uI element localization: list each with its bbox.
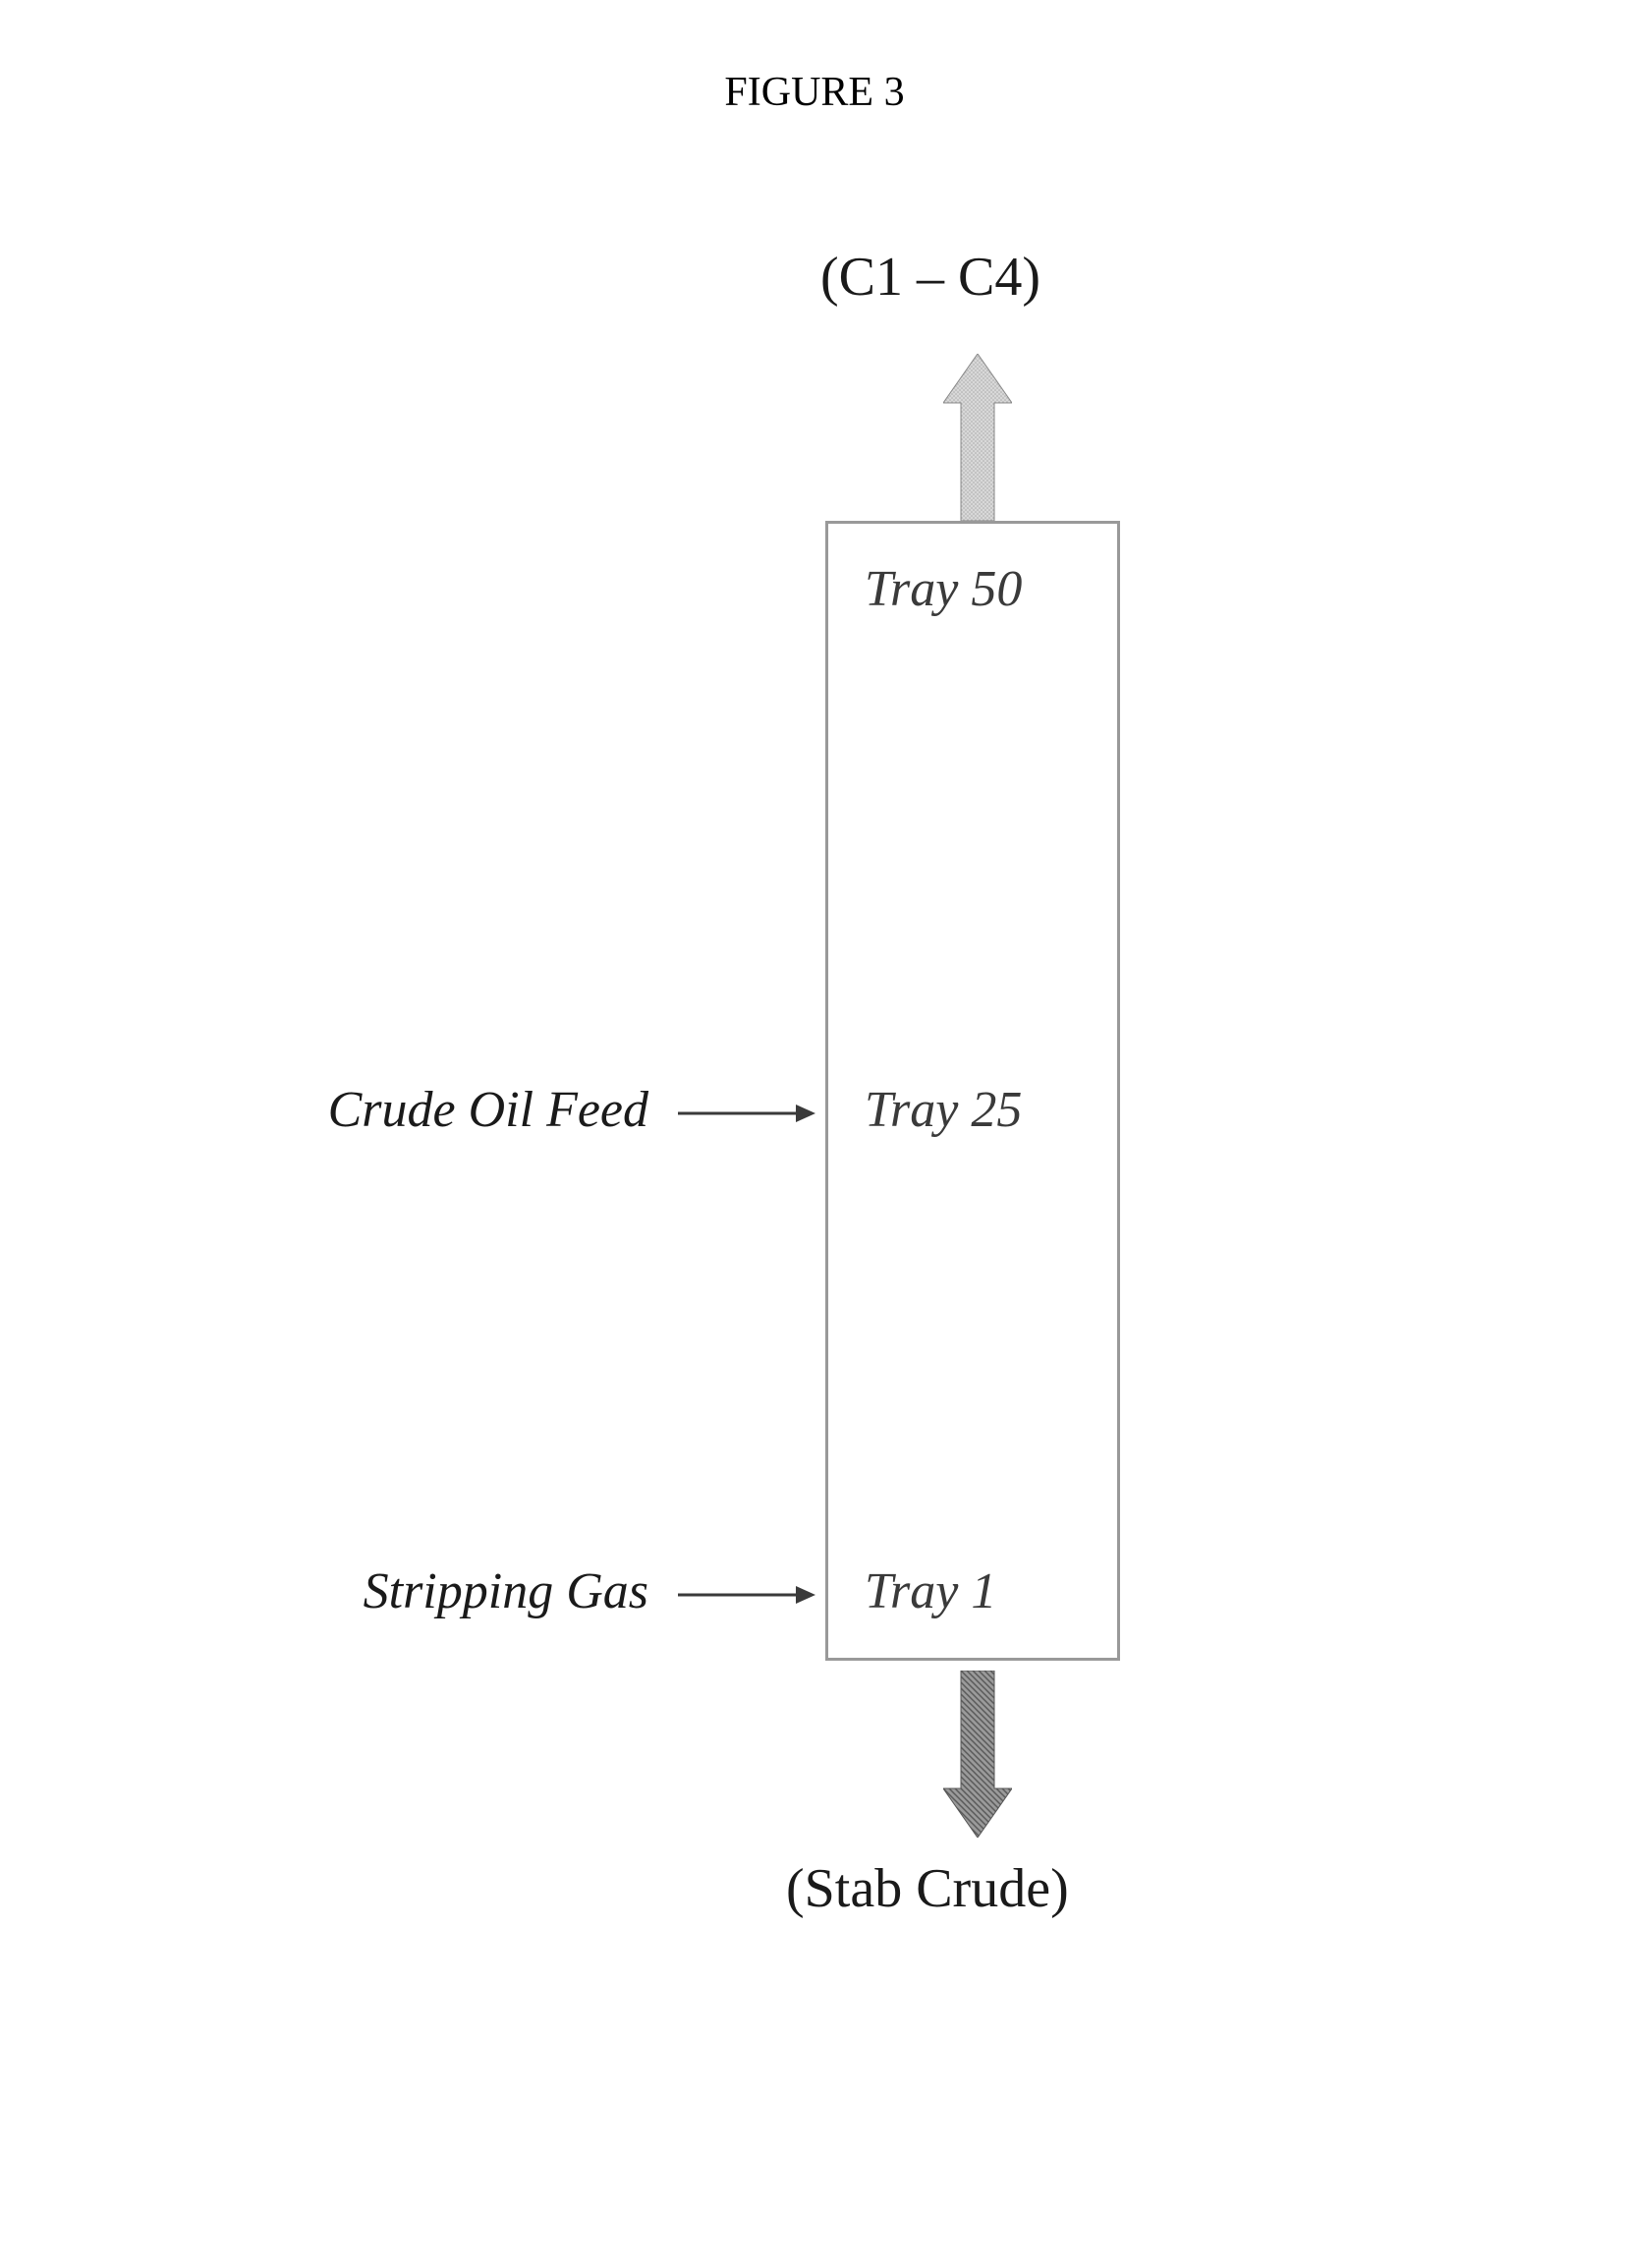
top-output-label: (C1 – C4) (820, 246, 1040, 309)
bottom-arrow-icon (943, 1671, 1012, 1838)
figure-title: FIGURE 3 (724, 69, 904, 116)
top-arrow-icon (943, 354, 1012, 521)
tray-50-label: Tray 50 (865, 560, 1022, 618)
crude-oil-feed-label: Crude Oil Feed (177, 1081, 648, 1139)
tray-25-label: Tray 25 (865, 1081, 1022, 1139)
stripping-gas-arrow-icon (678, 1580, 815, 1610)
crude-feed-arrow-icon (678, 1099, 815, 1128)
stripping-gas-label: Stripping Gas (226, 1562, 648, 1620)
bottom-output-label: (Stab Crude) (786, 1857, 1069, 1920)
tray-1-label: Tray 1 (865, 1562, 996, 1620)
